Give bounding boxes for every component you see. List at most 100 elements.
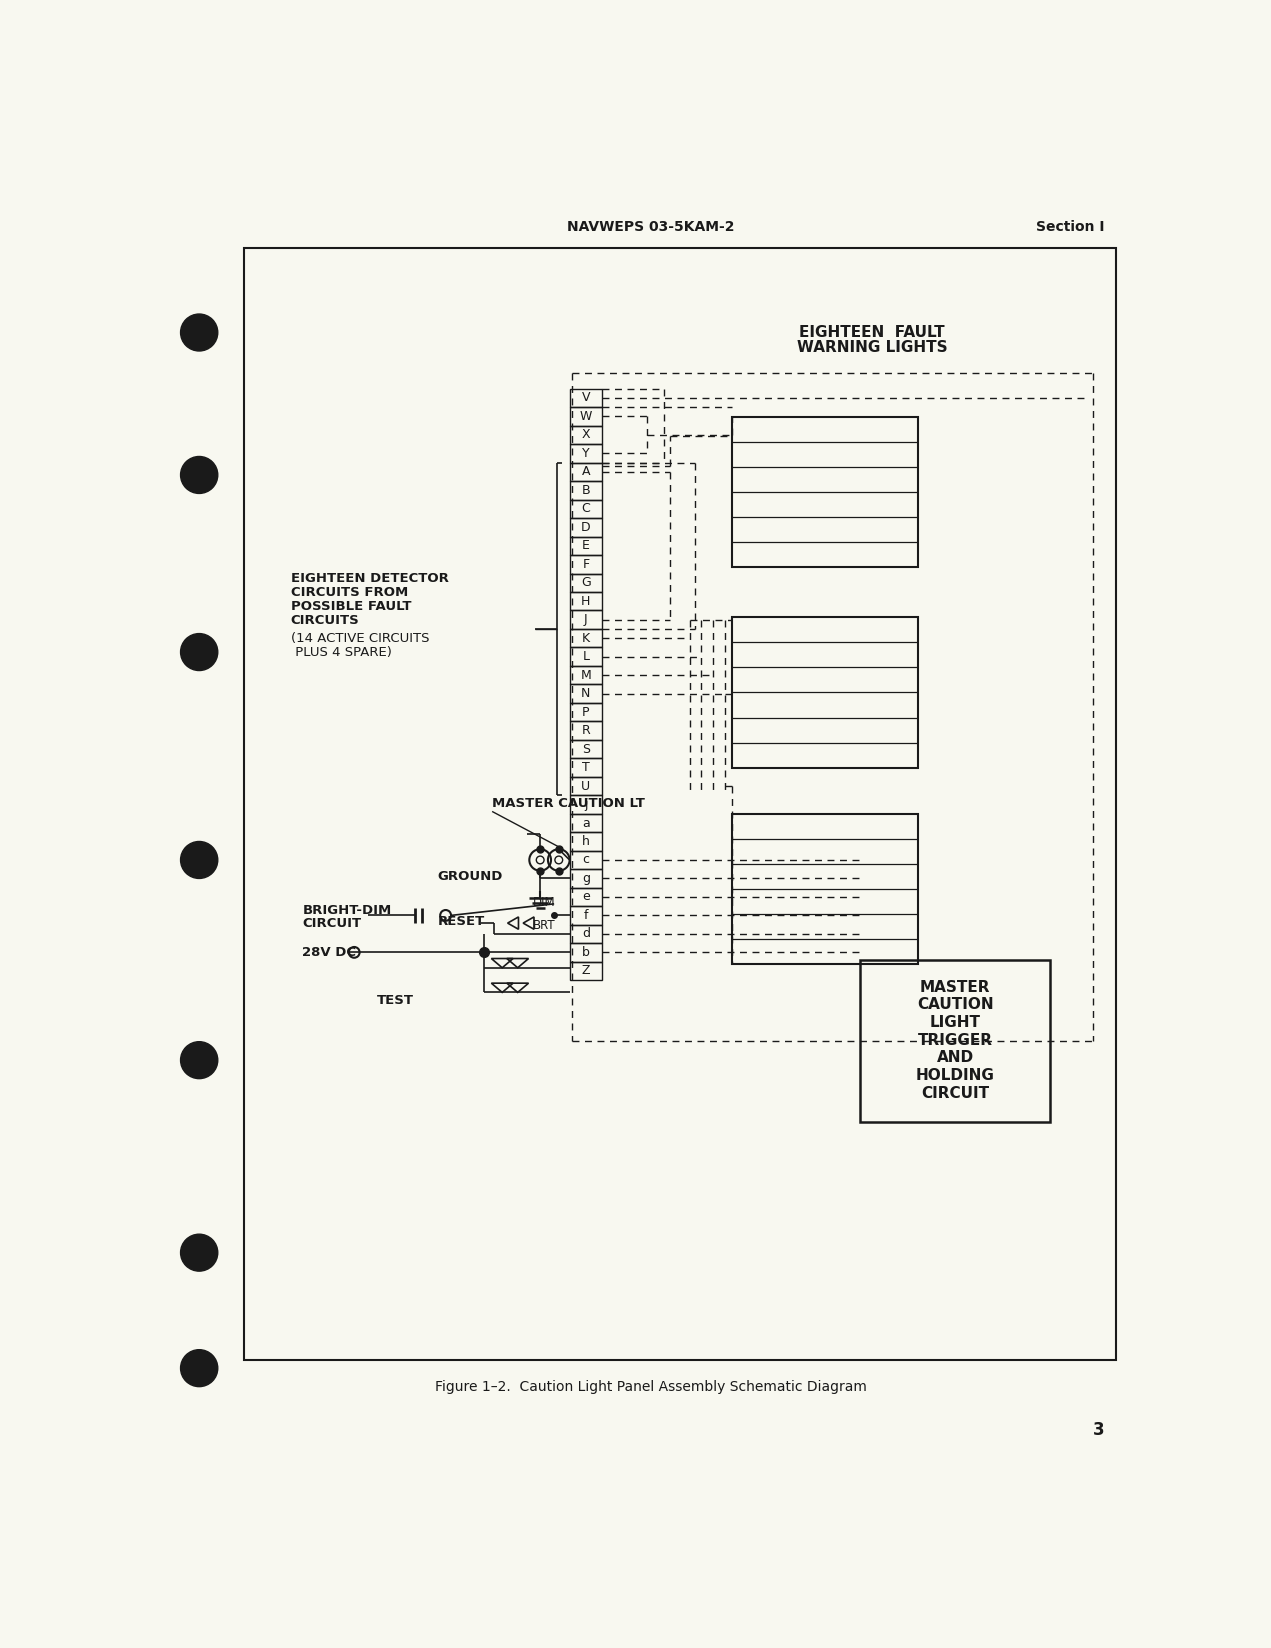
Text: W: W — [580, 410, 592, 424]
Text: b: b — [582, 946, 590, 959]
Text: NAVWEPS 03-5KAM-2: NAVWEPS 03-5KAM-2 — [567, 221, 735, 234]
Bar — [569, 389, 602, 407]
Text: AND: AND — [937, 1050, 974, 1065]
Text: g: g — [582, 872, 590, 885]
Text: Figure 1–2.  Caution Light Panel Assembly Schematic Diagram: Figure 1–2. Caution Light Panel Assembly… — [435, 1381, 867, 1394]
Bar — [569, 850, 602, 868]
Text: PLUS 4 SPARE): PLUS 4 SPARE) — [291, 646, 391, 659]
Text: POSSIBLE FAULT: POSSIBLE FAULT — [291, 600, 411, 613]
Bar — [569, 796, 602, 814]
Text: J: J — [585, 613, 587, 626]
Bar — [569, 684, 602, 704]
Text: N: N — [581, 687, 591, 700]
Text: (14 ACTIVE CIRCUITS: (14 ACTIVE CIRCUITS — [291, 633, 430, 646]
Bar — [569, 814, 602, 832]
Text: L: L — [582, 651, 590, 662]
Text: BRT: BRT — [533, 920, 555, 931]
Text: CAUTION: CAUTION — [916, 997, 994, 1012]
Text: Y: Y — [582, 447, 590, 460]
Text: GROUND: GROUND — [438, 870, 503, 883]
Text: LIGHT: LIGHT — [929, 1015, 981, 1030]
Bar — [569, 445, 602, 463]
Text: CIRCUIT: CIRCUIT — [302, 918, 361, 931]
Text: Section I: Section I — [1036, 221, 1104, 234]
Bar — [569, 630, 602, 648]
Bar — [569, 648, 602, 666]
Text: TEST: TEST — [376, 994, 414, 1007]
Bar — [569, 868, 602, 888]
Text: WARNING LIGHTS: WARNING LIGHTS — [797, 341, 947, 356]
Bar — [569, 481, 602, 499]
Text: a: a — [582, 816, 590, 829]
Text: R: R — [582, 723, 590, 737]
Bar — [569, 776, 602, 796]
Text: EIGHTEEN DETECTOR: EIGHTEEN DETECTOR — [291, 572, 449, 585]
Bar — [569, 499, 602, 517]
Text: h: h — [582, 836, 590, 849]
Bar — [569, 610, 602, 630]
Bar — [569, 425, 602, 445]
Bar — [569, 555, 602, 574]
Text: d: d — [582, 928, 590, 941]
Bar — [569, 666, 602, 684]
Circle shape — [180, 1234, 217, 1271]
Text: HOLDING: HOLDING — [915, 1068, 995, 1083]
Circle shape — [180, 456, 217, 493]
Text: 3: 3 — [1093, 1421, 1104, 1439]
Text: V: V — [582, 392, 590, 404]
Text: H: H — [581, 595, 591, 608]
Text: EIGHTEEN  FAULT: EIGHTEEN FAULT — [799, 325, 944, 339]
Text: e: e — [582, 890, 590, 903]
Text: T: T — [582, 761, 590, 775]
Text: CIRCUITS FROM: CIRCUITS FROM — [291, 587, 408, 600]
Bar — [569, 463, 602, 481]
Bar — [569, 906, 602, 925]
Text: K: K — [582, 631, 590, 644]
Circle shape — [180, 842, 217, 878]
Text: M: M — [581, 669, 591, 682]
Text: DIM: DIM — [533, 897, 555, 908]
Bar — [569, 704, 602, 722]
Text: Z: Z — [582, 964, 590, 977]
Text: A: A — [582, 465, 590, 478]
Text: BRIGHT-DIM: BRIGHT-DIM — [302, 903, 391, 916]
Bar — [569, 537, 602, 555]
Bar — [732, 814, 919, 964]
Text: MASTER: MASTER — [920, 979, 990, 994]
Bar — [569, 961, 602, 981]
Bar — [569, 574, 602, 592]
Text: F: F — [582, 557, 590, 570]
Text: G: G — [581, 577, 591, 590]
Text: X: X — [582, 428, 590, 442]
Bar — [244, 247, 1116, 1361]
Text: c: c — [582, 854, 590, 867]
Bar — [569, 517, 602, 537]
Circle shape — [180, 1350, 217, 1386]
Text: CIRCUIT: CIRCUIT — [921, 1086, 989, 1101]
Text: CIRCUITS: CIRCUITS — [291, 615, 360, 626]
Text: j: j — [585, 798, 587, 811]
Text: TRIGGER: TRIGGER — [918, 1033, 993, 1048]
Text: E: E — [582, 539, 590, 552]
Bar — [569, 758, 602, 776]
Text: B: B — [582, 485, 590, 496]
Circle shape — [180, 315, 217, 351]
Text: 28V DC: 28V DC — [302, 946, 356, 959]
Bar — [569, 925, 602, 943]
Bar — [569, 888, 602, 906]
Bar — [569, 407, 602, 425]
Bar — [732, 618, 919, 768]
Bar — [732, 417, 919, 567]
Circle shape — [180, 1042, 217, 1079]
Bar — [569, 722, 602, 740]
Text: S: S — [582, 743, 590, 755]
Bar — [860, 961, 1050, 1122]
Bar — [569, 592, 602, 610]
Text: D: D — [581, 521, 591, 534]
Text: RESET: RESET — [438, 915, 486, 928]
Text: MASTER CAUTION LT: MASTER CAUTION LT — [492, 798, 644, 811]
Text: P: P — [582, 705, 590, 719]
Text: U: U — [581, 780, 591, 793]
Bar — [569, 832, 602, 850]
Circle shape — [180, 633, 217, 671]
